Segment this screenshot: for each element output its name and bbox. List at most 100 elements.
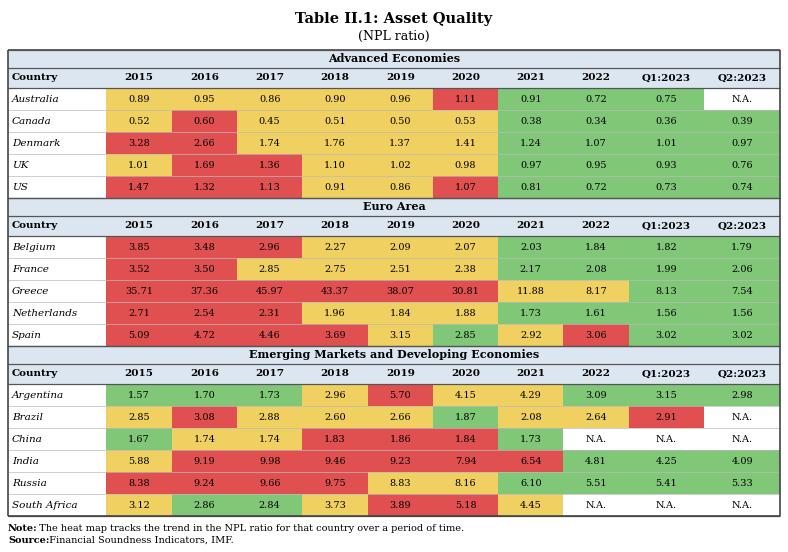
Bar xyxy=(367,450,433,472)
Bar xyxy=(8,154,106,176)
Bar xyxy=(704,132,780,154)
Bar xyxy=(367,302,433,324)
Text: 9.46: 9.46 xyxy=(324,457,346,465)
Bar xyxy=(237,132,303,154)
Text: 8.13: 8.13 xyxy=(656,286,678,295)
Bar xyxy=(704,216,780,236)
Bar xyxy=(433,324,498,346)
Text: 0.76: 0.76 xyxy=(731,161,753,169)
Text: 1.79: 1.79 xyxy=(731,242,753,252)
Bar xyxy=(433,88,498,110)
Bar xyxy=(629,364,704,384)
Bar xyxy=(498,302,563,324)
Text: 1.07: 1.07 xyxy=(585,139,607,147)
Text: 1.56: 1.56 xyxy=(731,309,753,317)
Bar xyxy=(8,88,106,110)
Text: 5.18: 5.18 xyxy=(455,501,476,509)
Bar xyxy=(8,110,106,132)
Bar xyxy=(563,494,629,516)
Bar xyxy=(303,68,367,88)
Bar xyxy=(433,364,498,384)
Text: 5.51: 5.51 xyxy=(585,479,607,487)
Text: 1.74: 1.74 xyxy=(258,434,281,443)
Text: 2.54: 2.54 xyxy=(194,309,215,317)
Bar xyxy=(498,324,563,346)
Bar xyxy=(563,88,629,110)
Bar xyxy=(172,216,237,236)
Bar xyxy=(237,176,303,198)
Bar xyxy=(237,450,303,472)
Bar xyxy=(106,364,172,384)
Text: 3.15: 3.15 xyxy=(389,331,411,339)
Text: Q2:2023: Q2:2023 xyxy=(718,73,767,82)
Text: 2.92: 2.92 xyxy=(520,331,541,339)
Bar xyxy=(237,88,303,110)
Bar xyxy=(629,324,704,346)
Text: 1.02: 1.02 xyxy=(389,161,411,169)
Bar xyxy=(498,450,563,472)
Text: 3.06: 3.06 xyxy=(585,331,607,339)
Text: 0.36: 0.36 xyxy=(656,116,678,125)
Bar xyxy=(8,384,106,406)
Bar xyxy=(303,324,367,346)
Bar xyxy=(704,154,780,176)
Bar xyxy=(303,154,367,176)
Text: 7.94: 7.94 xyxy=(455,457,477,465)
Bar xyxy=(106,384,172,406)
Text: US: US xyxy=(12,183,28,192)
Text: 2.96: 2.96 xyxy=(324,390,346,400)
Text: 0.72: 0.72 xyxy=(585,94,607,104)
Bar xyxy=(172,472,237,494)
Text: 0.96: 0.96 xyxy=(389,94,411,104)
Bar xyxy=(433,110,498,132)
Text: 8.38: 8.38 xyxy=(128,479,150,487)
Bar xyxy=(367,280,433,302)
Text: Q1:2023: Q1:2023 xyxy=(642,73,691,82)
Bar xyxy=(704,450,780,472)
Bar xyxy=(629,450,704,472)
Text: 0.52: 0.52 xyxy=(128,116,150,125)
Text: 0.91: 0.91 xyxy=(324,183,346,192)
Text: South Africa: South Africa xyxy=(12,501,77,509)
Bar xyxy=(704,364,780,384)
Text: 35.71: 35.71 xyxy=(125,286,153,295)
Text: N.A.: N.A. xyxy=(585,501,607,509)
Bar xyxy=(367,428,433,450)
Bar xyxy=(704,236,780,258)
Bar xyxy=(367,364,433,384)
Text: 2021: 2021 xyxy=(516,73,545,82)
Text: 3.89: 3.89 xyxy=(389,501,411,509)
Text: Q2:2023: Q2:2023 xyxy=(718,221,767,231)
Bar xyxy=(303,132,367,154)
Text: 2.71: 2.71 xyxy=(128,309,150,317)
Text: 3.15: 3.15 xyxy=(656,390,678,400)
Text: 2020: 2020 xyxy=(451,221,480,231)
Bar xyxy=(172,68,237,88)
Text: 2015: 2015 xyxy=(125,73,154,82)
Bar xyxy=(563,428,629,450)
Text: 2.64: 2.64 xyxy=(585,412,607,422)
Text: (NPL ratio): (NPL ratio) xyxy=(359,30,429,43)
Bar xyxy=(237,258,303,280)
Text: 1.74: 1.74 xyxy=(258,139,281,147)
Text: 0.97: 0.97 xyxy=(731,139,753,147)
Bar xyxy=(106,88,172,110)
Text: 0.73: 0.73 xyxy=(656,183,678,192)
Bar xyxy=(303,364,367,384)
Text: 2015: 2015 xyxy=(125,221,154,231)
Bar xyxy=(172,302,237,324)
Text: N.A.: N.A. xyxy=(731,94,753,104)
Text: 4.29: 4.29 xyxy=(520,390,541,400)
Bar xyxy=(433,154,498,176)
Bar xyxy=(106,472,172,494)
Bar xyxy=(629,110,704,132)
Bar xyxy=(629,280,704,302)
Bar xyxy=(498,216,563,236)
Text: Advanced Economies: Advanced Economies xyxy=(328,54,460,65)
Bar xyxy=(433,428,498,450)
Text: 1.10: 1.10 xyxy=(324,161,346,169)
Bar xyxy=(629,216,704,236)
Text: 2.51: 2.51 xyxy=(389,264,411,273)
Bar xyxy=(629,236,704,258)
Bar xyxy=(367,472,433,494)
